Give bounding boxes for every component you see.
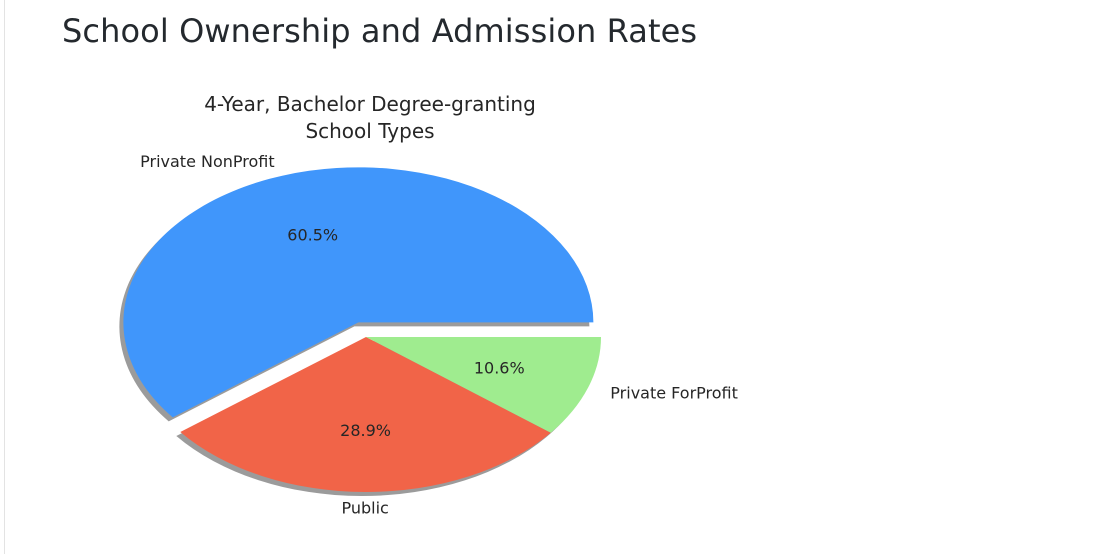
chart-title-line-1: 4-Year, Bachelor Degree-granting bbox=[204, 92, 536, 116]
page-heading: School Ownership and Admission Rates bbox=[62, 12, 698, 50]
private-nonprofit-slice bbox=[123, 167, 594, 418]
left-border-line bbox=[4, 0, 5, 554]
private-forprofit-category-label: Private ForProfit bbox=[610, 384, 738, 403]
private-forprofit-percent-label: 10.6% bbox=[474, 358, 525, 377]
private-nonprofit-percent-label: 60.5% bbox=[287, 225, 338, 244]
chart-title-line-2: School Types bbox=[305, 119, 434, 143]
private-nonprofit-category-label: Private NonProfit bbox=[140, 152, 275, 171]
public-category-label: Public bbox=[342, 498, 389, 517]
pie-label-layer: 60.5% Private NonProfit 28.9% Public 10.6% Pr… bbox=[140, 152, 738, 517]
pie-slice-layer bbox=[123, 167, 601, 492]
public-percent-label: 28.9% bbox=[340, 421, 391, 440]
public-slice bbox=[180, 337, 551, 492]
private-forprofit-slice bbox=[366, 337, 601, 433]
